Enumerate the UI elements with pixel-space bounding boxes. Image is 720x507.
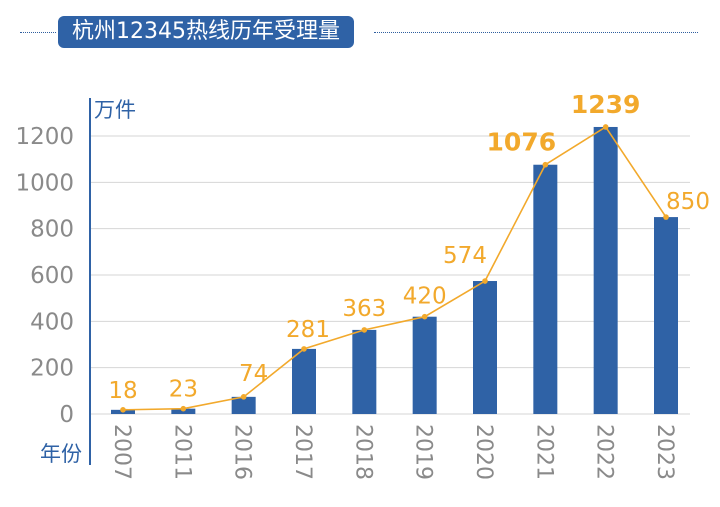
bar-2022	[593, 126, 618, 414]
data-label-2016: 74	[239, 361, 268, 387]
data-label-2023: 850	[666, 189, 710, 215]
trend-point-2021	[542, 161, 549, 168]
data-label-2019: 420	[403, 284, 447, 310]
y-tick-label: 1200	[15, 124, 74, 150]
y-tick-label: 800	[30, 217, 74, 243]
trend-line	[120, 124, 669, 413]
x-unit-label: 年份	[40, 442, 82, 466]
data-label-2022: 1239	[571, 90, 641, 119]
bar-2019	[412, 316, 437, 414]
x-tick-label: 2017	[290, 424, 315, 480]
y-tick-labels: 0 200 400 600 800 1000 1200	[15, 124, 74, 428]
trend-point-2007	[120, 407, 126, 413]
bar-2020	[473, 281, 497, 414]
trend-point-2018	[361, 327, 368, 333]
x-tick-label: 2020	[471, 424, 496, 480]
trend-point-2019	[421, 313, 428, 320]
data-label-2007: 18	[108, 378, 137, 404]
x-tick-label: 2007	[109, 424, 134, 480]
data-label-2011: 23	[169, 377, 198, 403]
y-tick-label: 1000	[15, 170, 74, 196]
chart-title: 杭州12345热线历年受理量	[58, 16, 354, 48]
bar-2016	[231, 396, 256, 414]
trend-point-2022	[602, 124, 609, 130]
title-banner: 杭州12345热线历年受理量	[0, 10, 720, 54]
bar-2017	[292, 348, 316, 414]
data-label-2018: 363	[342, 296, 386, 322]
data-label-2020: 574	[443, 243, 487, 269]
bars	[111, 126, 678, 414]
trend-point-2016	[240, 394, 247, 400]
title-rule-left	[20, 32, 56, 33]
x-tick-label: 2021	[531, 424, 556, 480]
x-tick-label: 2023	[652, 424, 677, 480]
x-tick-label: 2016	[230, 424, 255, 480]
bar-2021	[533, 164, 558, 414]
x-tick-label: 2018	[350, 424, 375, 480]
data-labels: 18 23 74 281 363 420 574 1076 1239 850	[108, 90, 710, 404]
y-unit-label: 万件	[94, 98, 136, 122]
x-tick-labels: 2007 2011 2016 2017 2018 2019 2020 2021 2022 2023	[109, 424, 677, 480]
trend-point-2023	[663, 214, 669, 220]
trend-point-2017	[301, 346, 307, 352]
y-tick-label: 0	[59, 402, 74, 428]
y-tick-label: 600	[30, 263, 74, 289]
title-rule-right	[374, 32, 698, 33]
y-tick-label: 200	[30, 356, 74, 382]
trend-polyline	[122, 125, 667, 411]
x-tick-label: 2019	[411, 424, 436, 480]
data-label-2017: 281	[286, 317, 330, 343]
bar-2023	[654, 217, 678, 414]
trend-point-2011	[180, 405, 187, 412]
bar-2018	[352, 329, 377, 414]
data-label-2021: 1076	[487, 128, 557, 157]
x-tick-label: 2022	[592, 424, 617, 480]
x-tick-label: 2011	[169, 424, 194, 480]
trend-point-2020	[482, 278, 488, 284]
y-tick-label: 400	[30, 309, 74, 335]
